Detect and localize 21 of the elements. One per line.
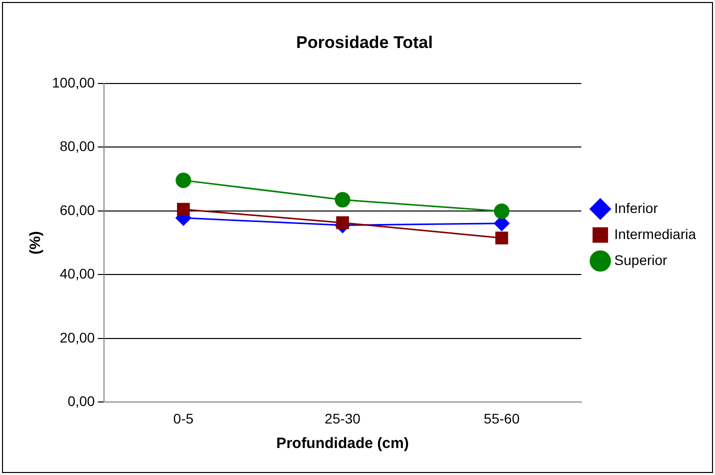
legend-label: Superior <box>614 252 668 268</box>
y-tick-label: 0,00 <box>68 393 96 410</box>
y-axis-title: (%) <box>27 231 44 254</box>
x-tick-label: 0-5 <box>173 410 194 426</box>
point <box>176 172 192 188</box>
point <box>176 202 190 216</box>
point <box>495 232 508 244</box>
legend-label: Intermediaria <box>614 226 696 242</box>
y-tick-label: 40,00 <box>60 266 96 282</box>
legend-label: Inferior <box>614 200 658 216</box>
chart-title: Porosidade Total <box>296 32 433 52</box>
x-tick-label: 25-30 <box>324 410 361 426</box>
point <box>336 216 349 230</box>
y-tick-label: 60,00 <box>60 202 96 218</box>
y-tick-label: 100,00 <box>52 74 96 90</box>
x-axis-title: Profundidade (cm) <box>276 435 409 452</box>
point <box>494 203 510 219</box>
point <box>334 192 350 208</box>
y-tick-label: 20,00 <box>60 329 96 346</box>
x-tick-label: 55-60 <box>484 410 520 426</box>
y-tick-label: 80,00 <box>60 138 96 154</box>
